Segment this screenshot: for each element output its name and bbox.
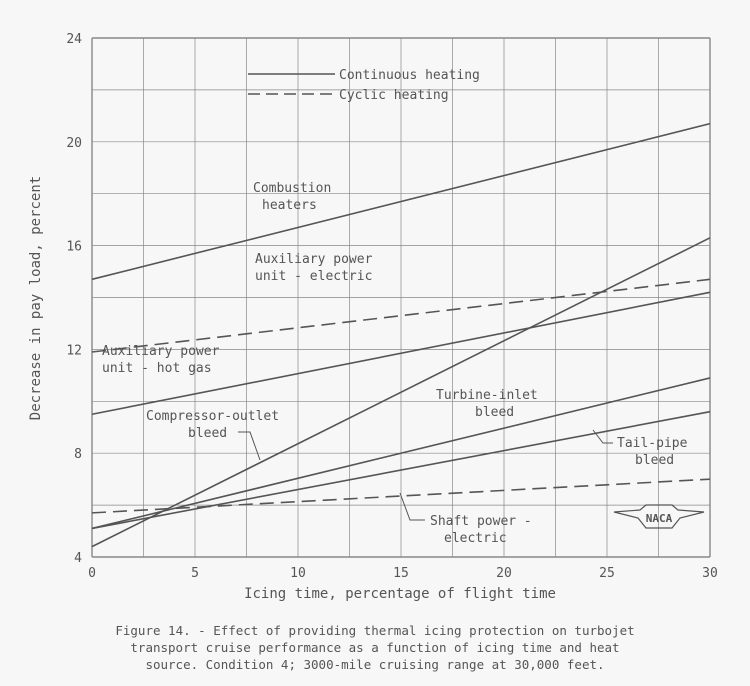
legend-cyclic-label: Cyclic heating bbox=[339, 88, 449, 103]
label-turbine-1: Turbine-inlet bbox=[436, 388, 538, 403]
label-tailpipe-2: bleed bbox=[635, 453, 674, 468]
y-tick-label: 16 bbox=[66, 240, 82, 255]
naca-logo: NACA bbox=[613, 504, 705, 529]
label-turbine-2: bleed bbox=[475, 405, 514, 420]
caption-line-3: source. Condition 4; 3000-mile cruising … bbox=[145, 657, 605, 672]
label-combustion-1: Combustion bbox=[253, 181, 331, 196]
y-tick-label: 20 bbox=[66, 136, 82, 151]
series-line-shaft-power-electric bbox=[91, 478, 711, 514]
series-line-tail-pipe-bleed bbox=[91, 410, 711, 530]
y-tick-label: 8 bbox=[74, 447, 82, 462]
x-tick-label: 25 bbox=[599, 566, 615, 581]
x-tick-label: 20 bbox=[496, 566, 512, 581]
x-tick-label: 15 bbox=[393, 566, 409, 581]
y-tick-label: 12 bbox=[66, 343, 82, 358]
label-shaft-2: electric bbox=[444, 531, 507, 546]
series-line-compressor-outlet-bleed bbox=[91, 237, 711, 548]
series-line-turbine-inlet-bleed bbox=[91, 377, 711, 530]
label-apu-hotgas-2: unit - hot gas bbox=[102, 361, 212, 376]
x-tick-label: 5 bbox=[191, 566, 199, 581]
figure-caption: Figure 14. - Effect of providing thermal… bbox=[0, 622, 750, 673]
caption-line-1: Figure 14. - Effect of providing thermal… bbox=[115, 623, 635, 638]
x-tick-label: 0 bbox=[88, 566, 96, 581]
label-shaft-1: Shaft power - bbox=[430, 514, 532, 529]
label-apu-electric-1: Auxiliary power bbox=[255, 252, 373, 267]
caption-line-2: transport cruise performance as a functi… bbox=[130, 640, 620, 655]
y-tick-label: 24 bbox=[66, 32, 82, 47]
x-axis-label: Icing time, percentage of flight time bbox=[244, 586, 556, 602]
x-tick-label: 30 bbox=[702, 566, 718, 581]
leader-shaft bbox=[399, 492, 425, 521]
y-axis-label: Decrease in pay load, percent bbox=[28, 176, 44, 420]
label-apu-electric-2: unit - electric bbox=[255, 269, 372, 284]
chart: 0 5 10 15 20 25 30 4 8 12 16 20 24 Continuous heatin… bbox=[28, 32, 718, 602]
label-apu-hotgas-1: Auxiliary power bbox=[102, 344, 220, 359]
label-compressor-2: bleed bbox=[188, 426, 227, 441]
leader-compressor bbox=[238, 431, 261, 461]
series-line-auxiliary-power-unit-hot-gas bbox=[91, 291, 711, 416]
label-compressor-1: Compressor-outlet bbox=[146, 409, 279, 424]
label-tailpipe-1: Tail-pipe bbox=[617, 436, 688, 451]
series-line-combustion-heaters bbox=[91, 122, 711, 281]
leader-tailpipe bbox=[592, 429, 613, 444]
naca-logo-text: NACA bbox=[646, 512, 673, 525]
legend-continuous-label: Continuous heating bbox=[339, 68, 480, 83]
x-tick-label: 10 bbox=[290, 566, 306, 581]
y-tick-label: 4 bbox=[74, 551, 82, 566]
label-combustion-2: heaters bbox=[262, 198, 317, 213]
